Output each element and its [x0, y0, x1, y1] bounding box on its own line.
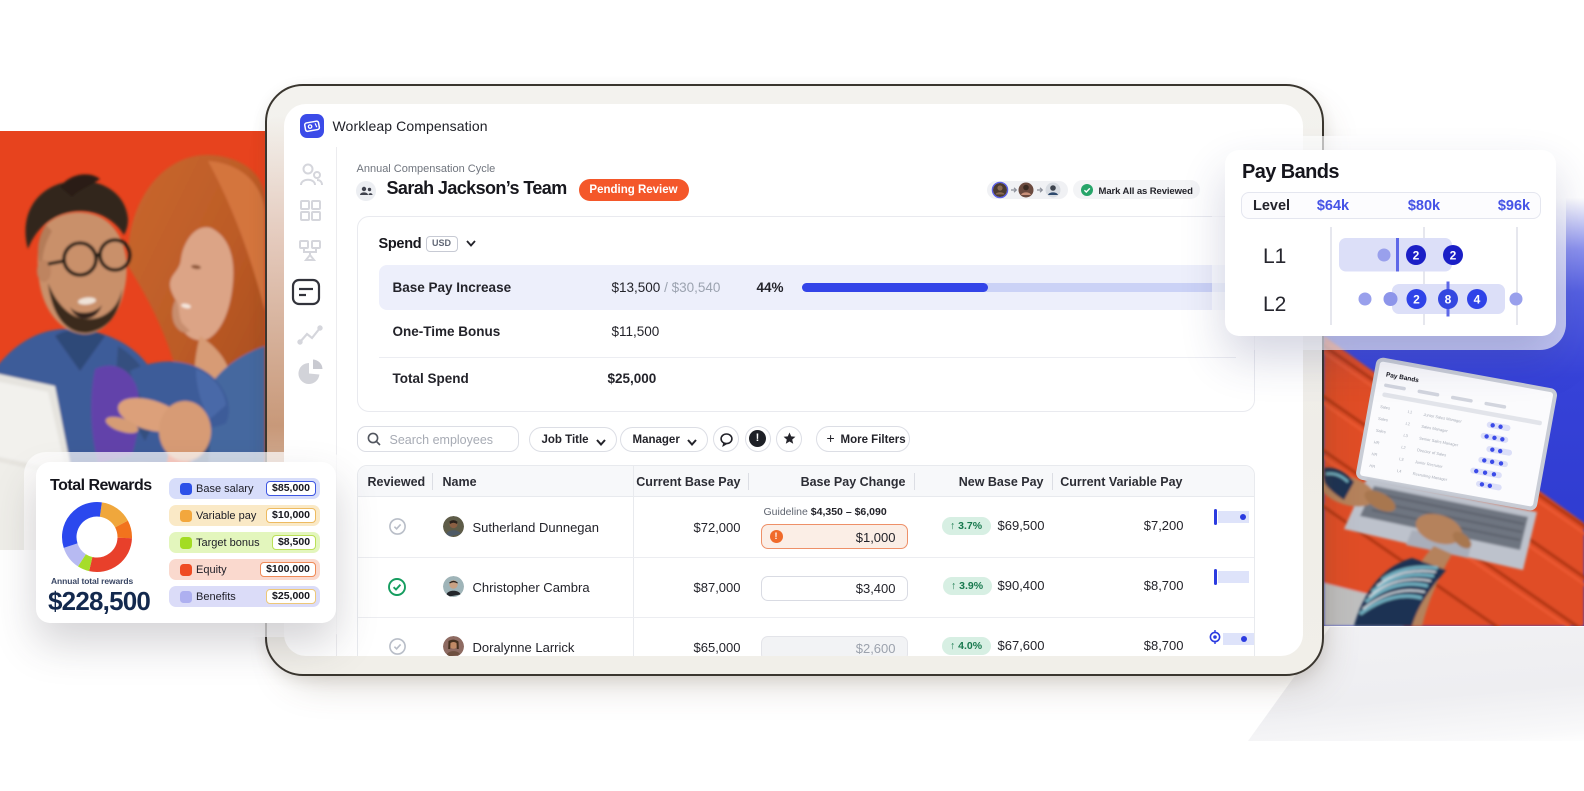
- svg-text:Sales: Sales: [1378, 416, 1389, 423]
- svg-text:2: 2: [1413, 293, 1420, 307]
- svg-text:L1: L1: [1407, 409, 1413, 415]
- svg-text:Sales: Sales: [1376, 428, 1387, 435]
- svg-text:8: 8: [1445, 293, 1452, 307]
- svg-text:2: 2: [1413, 249, 1420, 263]
- svg-text:HR: HR: [1371, 451, 1378, 457]
- svg-text:2: 2: [1450, 249, 1457, 263]
- svg-text:L3: L3: [1403, 433, 1409, 439]
- svg-text:L2: L2: [1401, 444, 1407, 450]
- svg-text:HR: HR: [1373, 439, 1380, 445]
- svg-text:Recruiting Manager: Recruiting Manager: [1412, 471, 1448, 482]
- svg-text:L2: L2: [1405, 421, 1411, 427]
- svg-text:L4: L4: [1397, 468, 1403, 474]
- svg-text:Sales: Sales: [1380, 404, 1391, 411]
- svg-text:Director of Sales: Director of Sales: [1417, 447, 1447, 457]
- svg-text:Junior Recruiter: Junior Recruiter: [1415, 459, 1444, 469]
- svg-text:Sales Manager: Sales Manager: [1421, 424, 1449, 434]
- svg-text:L3: L3: [1399, 456, 1405, 462]
- svg-text:Junior Sales Manager: Junior Sales Manager: [1423, 412, 1463, 424]
- svg-text:HR: HR: [1369, 463, 1376, 469]
- svg-text:4: 4: [1474, 293, 1481, 307]
